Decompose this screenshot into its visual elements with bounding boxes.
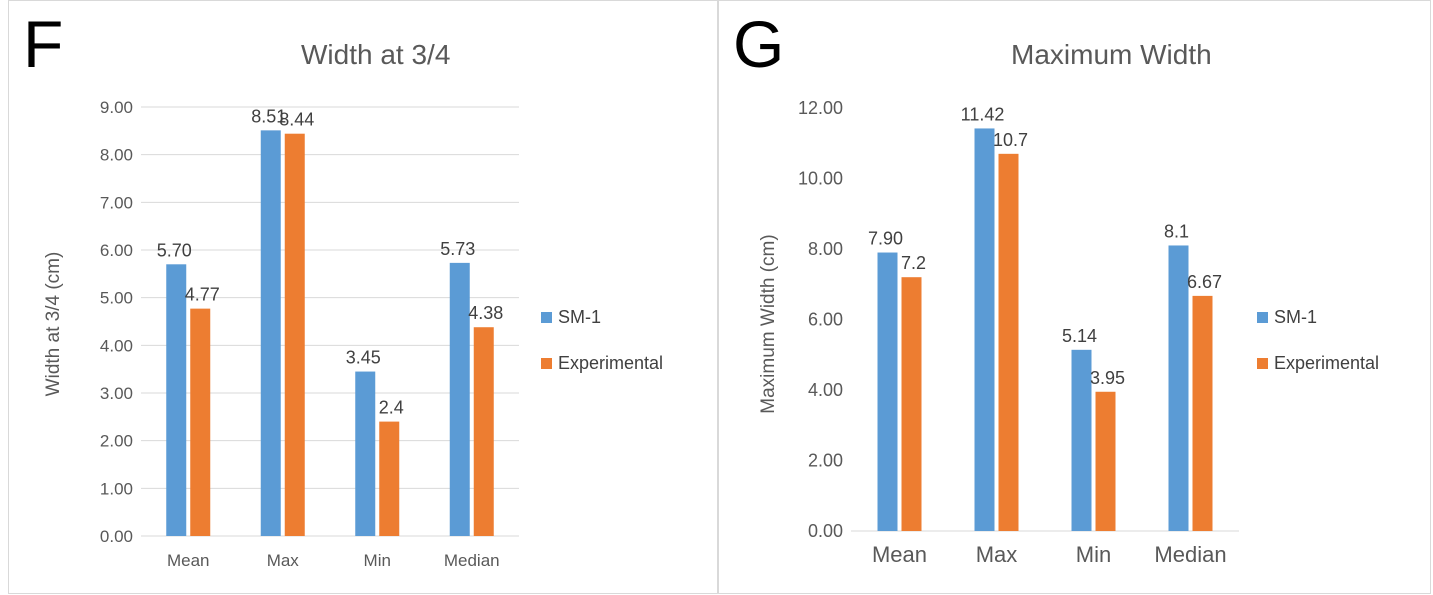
chart-panel-f: 0.00 1.00 2.00 3.00 4.00 5.00 6.00 7.00 8.00 9.00… <box>8 0 718 594</box>
legend-item-experimental: Experimental <box>541 351 663 375</box>
y-tick-label: 9.00 <box>100 98 133 117</box>
bar-sm1 <box>355 371 376 536</box>
legend-label-sm1: SM-1 <box>558 306 602 327</box>
y-tick-label: 6.00 <box>100 241 133 260</box>
data-label: 5.73 <box>440 239 475 259</box>
bar-experimental <box>190 308 211 536</box>
panel-letter-f: F <box>23 7 64 81</box>
legend-swatch-sm1 <box>1257 311 1268 323</box>
legend-item-sm1: SM-1 <box>541 305 663 329</box>
data-label: 4.38 <box>468 303 503 323</box>
bar-experimental <box>1192 295 1213 531</box>
bar-sm1 <box>1071 349 1092 531</box>
bar-experimental <box>901 277 922 531</box>
y-tick-label: 2.00 <box>100 432 133 451</box>
bar-sm1 <box>166 264 187 536</box>
data-label: 2.4 <box>379 398 404 418</box>
y-tick-label: 6.00 <box>808 310 843 330</box>
x-tick-label: Median <box>444 551 500 570</box>
y-tick-label: 4.00 <box>100 336 133 355</box>
data-label: 8.51 <box>251 106 286 126</box>
legend-label-experimental: Experimental <box>558 352 664 373</box>
data-label: 5.14 <box>1062 326 1097 346</box>
y-tick-label: 2.00 <box>808 451 843 471</box>
y-tick-label: 5.00 <box>100 289 133 308</box>
bar-sm1 <box>260 130 281 536</box>
y-tick-label: 1.00 <box>100 479 133 498</box>
data-label: 3.45 <box>346 348 381 368</box>
data-label: 4.77 <box>185 285 220 305</box>
y-tick-label: 4.00 <box>808 380 843 400</box>
bar-chart-maximum-width: 0.00 2.00 4.00 6.00 8.00 10.00 12.00 7.90 7.2 Mea… <box>798 98 1239 567</box>
legend-item-sm1: SM-1 <box>1257 305 1379 329</box>
y-tick-label: 7.00 <box>100 193 133 212</box>
data-label: 8.1 <box>1164 221 1189 241</box>
y-axis-label-f: Width at 3/4 (cm) <box>43 251 64 397</box>
bar-experimental <box>473 327 494 536</box>
legend-label-experimental: Experimental <box>1274 352 1380 373</box>
y-tick-label: 10.00 <box>798 169 843 189</box>
y-tick-label: 12.00 <box>798 98 843 118</box>
y-tick-label: 8.00 <box>100 146 133 165</box>
legend-item-experimental: Experimental <box>1257 351 1379 375</box>
data-label: 7.2 <box>901 253 926 273</box>
bar-experimental <box>1095 391 1116 531</box>
y-tick-label: 0.00 <box>100 527 133 546</box>
x-tick-label: Mean <box>167 551 210 570</box>
data-label: 8.44 <box>279 110 314 130</box>
legend-g: SM-1 Experimental <box>1257 305 1379 397</box>
x-tick-label: Min <box>1076 542 1111 567</box>
data-label: 3.95 <box>1090 368 1125 388</box>
legend-swatch-experimental <box>1257 357 1268 369</box>
x-tick-label: Min <box>364 551 391 570</box>
panel-letter-g: G <box>733 7 785 81</box>
bar-sm1 <box>449 262 470 536</box>
chart-title-g: Maximum Width <box>1011 39 1212 70</box>
y-tick-label: 0.00 <box>808 521 843 541</box>
x-tick-label: Max <box>267 551 300 570</box>
x-tick-label: Mean <box>872 542 927 567</box>
bar-sm1 <box>1168 245 1189 531</box>
bar-experimental <box>998 153 1019 531</box>
bar-experimental <box>379 421 400 536</box>
bar-experimental <box>284 133 305 536</box>
y-axis-label-g: Maximum Width (cm) <box>758 234 779 414</box>
y-tick-label: 8.00 <box>808 239 843 259</box>
chart-panel-g: 0.00 2.00 4.00 6.00 8.00 10.00 12.00 7.90 7.2 Mea… <box>718 0 1431 594</box>
legend-swatch-sm1 <box>541 311 552 323</box>
y-tick-label: 3.00 <box>100 384 133 403</box>
x-tick-label: Max <box>976 542 1018 567</box>
legend-label-sm1: SM-1 <box>1274 306 1318 327</box>
x-tick-label: Median <box>1154 542 1226 567</box>
legend-f: SM-1 Experimental <box>541 305 663 397</box>
chart-title-f: Width at 3/4 <box>301 39 451 70</box>
data-label: 6.67 <box>1187 272 1222 292</box>
bar-chart-width-at-three-quarters: 0.00 1.00 2.00 3.00 4.00 5.00 6.00 7.00 8.00 9.00… <box>100 98 519 570</box>
data-label: 7.90 <box>868 229 903 249</box>
data-label: 5.70 <box>157 240 192 260</box>
data-label: 10.7 <box>993 130 1028 150</box>
bar-sm1 <box>974 128 995 531</box>
data-label: 11.42 <box>961 104 1005 124</box>
bar-sm1 <box>877 252 898 531</box>
legend-swatch-experimental <box>541 357 552 369</box>
